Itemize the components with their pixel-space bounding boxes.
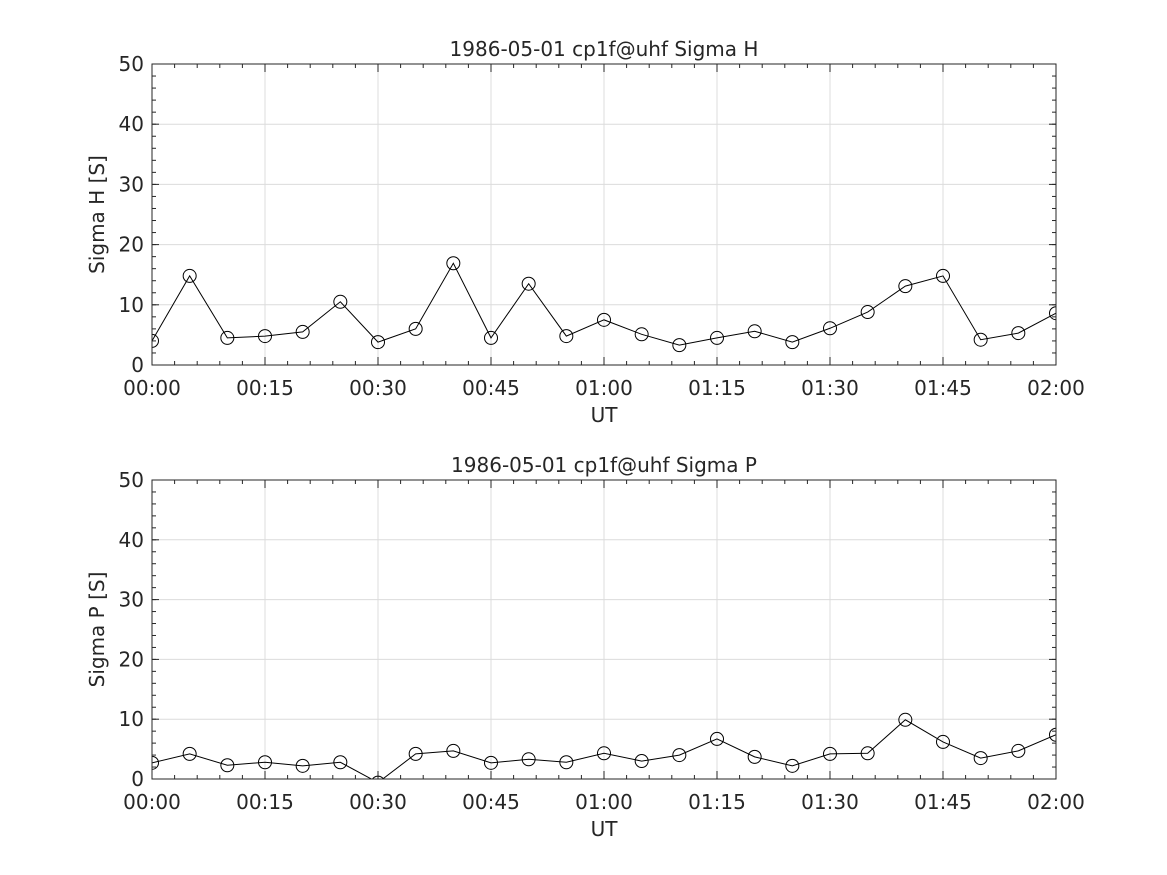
x-tick-label: 01:45 [914,376,972,400]
data-point [672,748,687,763]
data-point [446,256,461,271]
series [152,712,1056,779]
chart-title: 1986-05-01 cp1f@uhf Sigma H [450,37,759,61]
x-tick-label: 00:45 [462,376,520,400]
data-point [484,330,498,345]
x-tick-label: 01:00 [575,790,633,814]
data-point [182,268,197,283]
data-point [152,333,159,348]
x-tick-label: 00:15 [236,790,294,814]
data-point [295,324,310,339]
y-tick-label: 20 [119,233,144,257]
x-tick-label: 00:15 [236,376,294,400]
data-point [333,755,348,770]
data-point [220,330,235,345]
data-point [220,758,235,773]
x-tick-label: 00:45 [462,790,520,814]
data-point [898,279,913,294]
data-point [182,746,197,761]
data-point [973,332,988,347]
y-tick-label: 0 [131,353,144,377]
data-point [152,755,159,770]
data-point [973,751,988,766]
data-point [521,752,536,767]
subplot-1: 0 10 20 30 40 50 00:00 00:15 00:30 00:45 01:00 01:1… [85,37,1085,427]
y-axis-label: Sigma P [S] [85,572,109,688]
data-point [672,338,687,353]
data-point [785,335,800,350]
axes-box [151,63,1057,366]
data-point [484,755,498,770]
data-point [597,746,611,761]
y-tick-label: 30 [119,172,144,196]
data-point [1049,727,1056,742]
data-point [559,755,574,770]
y-tick-label: 10 [119,707,144,731]
x-axis-label: UT [591,817,619,841]
data-point [295,758,310,773]
chart-title: 1986-05-01 cp1f@uhf Sigma P [451,453,757,477]
data-point [936,268,950,283]
data-point [747,324,762,339]
x-tick-label: 00:00 [123,376,181,400]
data-point [1049,306,1056,321]
data-point [860,746,875,761]
data-point [258,755,272,770]
y-tick-label: 50 [119,52,144,76]
x-tick-label: 01:00 [575,376,633,400]
y-tick-label: 10 [119,293,144,317]
data-point [710,330,724,345]
data-point [408,746,423,761]
data-point [823,321,837,336]
data-point [823,746,837,761]
subplot-2: 0 10 20 30 40 50 00:00 00:15 00:30 00:45 01:00 01:1… [85,453,1085,841]
data-point [710,731,724,746]
data-point [371,335,385,350]
x-axis-label: UT [591,403,619,427]
series [152,256,1056,353]
data-point [898,712,913,727]
data-point [634,327,649,342]
x-tick-label: 01:30 [801,790,859,814]
y-tick-label: 30 [119,588,144,612]
data-point [258,329,272,344]
data-point [559,329,574,344]
data-point [408,321,423,336]
x-tick-label: 00:00 [123,790,181,814]
series-line [152,262,1056,346]
x-tick-label: 00:30 [349,790,407,814]
y-tick-label: 50 [119,468,144,492]
x-tick-label: 01:15 [688,376,746,400]
y-tick-label: 40 [119,112,144,136]
data-point [634,754,649,769]
y-axis-label: Sigma H [S] [85,155,109,274]
x-tick-label: 01:30 [801,376,859,400]
data-point [371,775,385,779]
data-point [333,294,348,309]
data-point [936,734,950,749]
data-point [785,758,800,773]
data-point [446,743,461,758]
data-point [1011,743,1026,758]
axes-box [151,479,1057,780]
data-point [1011,326,1026,341]
data-point [747,749,762,764]
y-tick-label: 40 [119,528,144,552]
series-line [152,719,1056,779]
x-tick-label: 01:45 [914,790,972,814]
x-tick-label: 00:30 [349,376,407,400]
y-tick-label: 0 [131,767,144,791]
x-tick-label: 02:00 [1027,790,1085,814]
x-tick-label: 01:15 [688,790,746,814]
data-point [521,276,536,291]
data-point [597,312,611,327]
x-tick-label: 02:00 [1027,376,1085,400]
y-tick-label: 20 [119,647,144,671]
data-point [860,305,875,320]
